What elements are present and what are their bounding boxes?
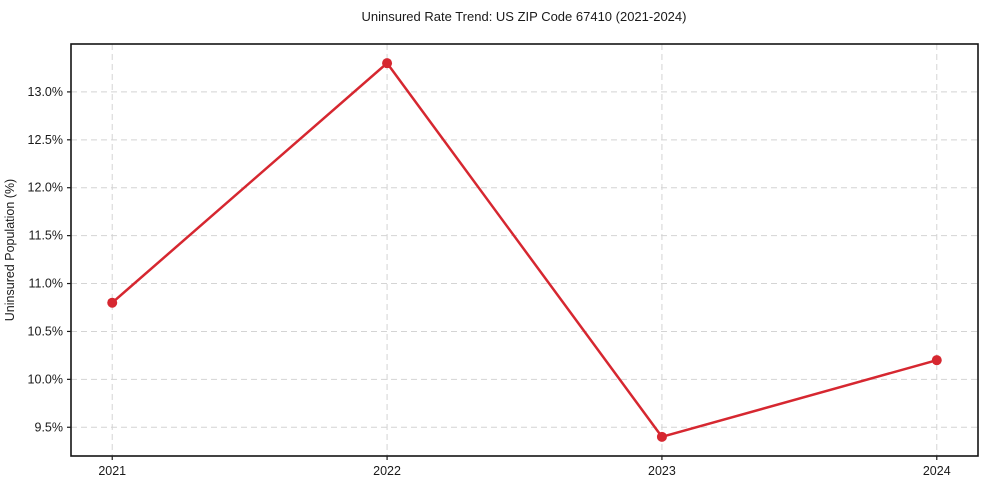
y-tick-label: 12.5% (28, 133, 63, 147)
x-tick-label: 2023 (648, 464, 676, 478)
x-tick-label: 2024 (923, 464, 951, 478)
plot-frame (70, 43, 979, 457)
y-tick-label: 10.0% (28, 372, 63, 386)
x-tick-labels: 2021 2022 2023 2024 (98, 464, 950, 478)
data-point-2021 (107, 297, 118, 308)
data-point-2023 (656, 431, 667, 442)
data-series (107, 58, 942, 442)
axis-ticks (67, 91, 938, 460)
y-tick-label: 11.5% (28, 229, 63, 243)
chart-title: Uninsured Rate Trend: US ZIP Code 67410 … (362, 9, 687, 24)
y-tick-labels: 9.5% 10.0% 10.5% 11.0% 11.5% 12.0% 12.5% 13.0% (28, 85, 63, 434)
y-tick-label: 10.5% (28, 324, 63, 338)
gridlines (71, 44, 978, 456)
data-point-2022 (382, 58, 393, 69)
x-tick-label: 2021 (98, 464, 126, 478)
y-tick-label: 12.0% (28, 181, 63, 195)
trend-line (110, 61, 939, 439)
y-tick-label: 11.0% (28, 277, 63, 291)
x-tick-label: 2022 (373, 464, 401, 478)
data-point-2024 (931, 355, 942, 366)
y-tick-label: 13.0% (28, 85, 63, 99)
y-tick-label: 9.5% (35, 420, 64, 434)
y-axis-label: Uninsured Population (%) (3, 179, 17, 321)
